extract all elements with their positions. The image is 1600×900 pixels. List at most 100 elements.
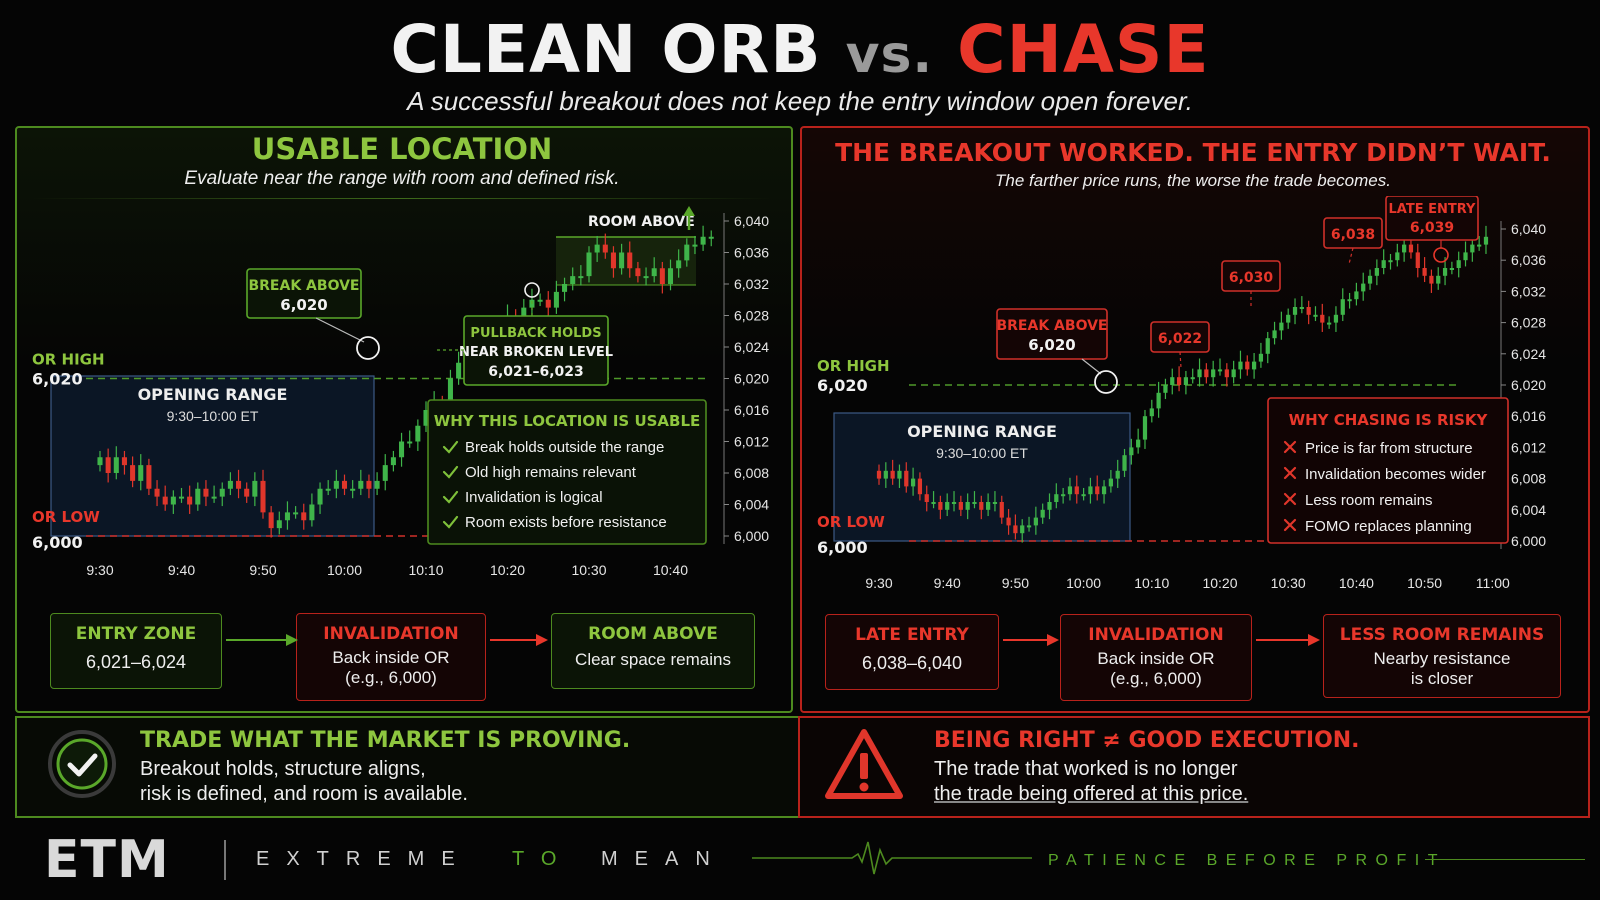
left-entry-zone-box: ENTRY ZONE 6,021–6,024 xyxy=(50,613,222,689)
why-usable-box xyxy=(427,399,707,545)
footer-word-mean: MEAN xyxy=(601,848,727,870)
price-tag-pointer xyxy=(1179,351,1182,369)
bottom-left-title: TRADE WHAT THE MARKET IS PROVING. xyxy=(140,728,631,753)
candle xyxy=(1061,494,1066,497)
why-usable-item: Old high remains relevant xyxy=(465,464,637,481)
candle xyxy=(382,465,388,481)
candle xyxy=(1436,275,1441,284)
or-low-value: 6,000 xyxy=(32,533,83,552)
candle xyxy=(1136,439,1141,448)
candle xyxy=(260,480,266,513)
x-tick-label: 10:30 xyxy=(1271,575,1306,591)
x-icon xyxy=(1283,518,1297,532)
y-tick-label: 6,004 xyxy=(734,497,769,513)
candle xyxy=(121,457,127,466)
why-usable-title: WHY THIS LOCATION IS USABLE xyxy=(434,412,701,430)
candle xyxy=(252,480,258,497)
candle xyxy=(965,502,970,510)
right-break-pointer xyxy=(1081,358,1102,375)
candle xyxy=(203,488,209,497)
candle xyxy=(578,276,584,279)
candle xyxy=(178,496,185,499)
candle xyxy=(979,502,984,510)
y-tick-label: 6,016 xyxy=(1511,408,1546,424)
candle xyxy=(1313,314,1318,317)
candle xyxy=(170,496,176,505)
candle xyxy=(890,470,895,479)
candle xyxy=(1381,260,1386,268)
candle xyxy=(1306,307,1311,315)
title-clean-orb: CLEAN ORB xyxy=(390,11,822,88)
candle xyxy=(1442,268,1448,276)
candle xyxy=(876,470,882,479)
late-entry-callout xyxy=(1385,196,1479,241)
candle xyxy=(1395,252,1400,261)
bottom-left-line2: risk is defined, and room is available. xyxy=(140,783,468,805)
room-above-zone xyxy=(556,237,696,285)
right-break-above-title: BREAK ABOVE xyxy=(996,318,1107,334)
y-tick-label: 6,024 xyxy=(734,339,769,355)
candle xyxy=(1176,377,1182,385)
x-tick-label: 10:20 xyxy=(1202,575,1237,591)
room-above-label: ROOM ABOVE xyxy=(588,214,695,230)
candle xyxy=(1292,307,1298,315)
candle xyxy=(268,512,274,529)
candle xyxy=(358,480,364,489)
y-tick-label: 6,032 xyxy=(734,276,769,292)
why-risky-item: Price is far from structure xyxy=(1305,440,1473,457)
candle xyxy=(146,465,152,489)
x-icon xyxy=(1283,466,1297,480)
candle xyxy=(676,260,682,269)
opening-range-time: 9:30–10:00 ET xyxy=(167,408,259,424)
candle xyxy=(333,480,339,489)
room-above-arrowhead-icon xyxy=(683,206,695,216)
left-divider xyxy=(30,198,774,199)
candle xyxy=(643,276,649,279)
bottom-left-panel xyxy=(15,716,800,818)
x-tick-label: 9:30 xyxy=(86,562,113,578)
y-tick-label: 6,012 xyxy=(734,434,769,450)
footer-word-extreme: EXTREME xyxy=(256,848,472,870)
candle xyxy=(667,268,674,284)
candle xyxy=(1483,236,1489,245)
or-low-label: OR LOW xyxy=(32,508,100,526)
candle xyxy=(423,410,429,426)
candle xyxy=(211,496,217,499)
x-tick-label: 10:50 xyxy=(1407,575,1442,591)
left-invalidation-title: INVALIDATION xyxy=(323,624,459,644)
y-tick-label: 6,020 xyxy=(734,371,769,387)
candle xyxy=(138,465,144,481)
right-arrow-2-icon xyxy=(1256,634,1320,646)
candle xyxy=(366,480,372,489)
candle xyxy=(986,502,991,510)
break-above-marker xyxy=(356,336,380,360)
candle xyxy=(374,480,380,489)
candle xyxy=(1402,244,1407,253)
candle xyxy=(1006,517,1011,526)
candle xyxy=(553,291,559,308)
why-usable-item: Break holds outside the range xyxy=(465,439,664,456)
candle xyxy=(1149,408,1154,417)
candle xyxy=(399,441,405,458)
left-entry-zone-text: 6,021–6,024 xyxy=(85,652,187,672)
check-icon xyxy=(442,515,459,529)
candle xyxy=(692,244,698,247)
candle xyxy=(1170,377,1175,385)
pullback-line1: PULLBACK HOLDS xyxy=(470,326,601,341)
candle xyxy=(945,502,950,510)
candle xyxy=(1361,283,1366,292)
candle xyxy=(972,502,977,504)
etm-logo: ETM xyxy=(44,830,170,890)
candle xyxy=(931,502,936,504)
right-late-entry-text: 6,038–6,040 xyxy=(861,653,963,673)
right-arrow-1-icon xyxy=(1003,634,1059,646)
footer-separator xyxy=(224,840,226,880)
candle xyxy=(1279,322,1284,331)
break-above-callout xyxy=(246,268,362,319)
candle xyxy=(1217,369,1223,372)
y-tick-label: 6,004 xyxy=(1511,502,1546,518)
candle xyxy=(1333,314,1339,323)
candle xyxy=(113,457,119,473)
candle xyxy=(1088,486,1093,495)
candle xyxy=(1204,369,1209,378)
